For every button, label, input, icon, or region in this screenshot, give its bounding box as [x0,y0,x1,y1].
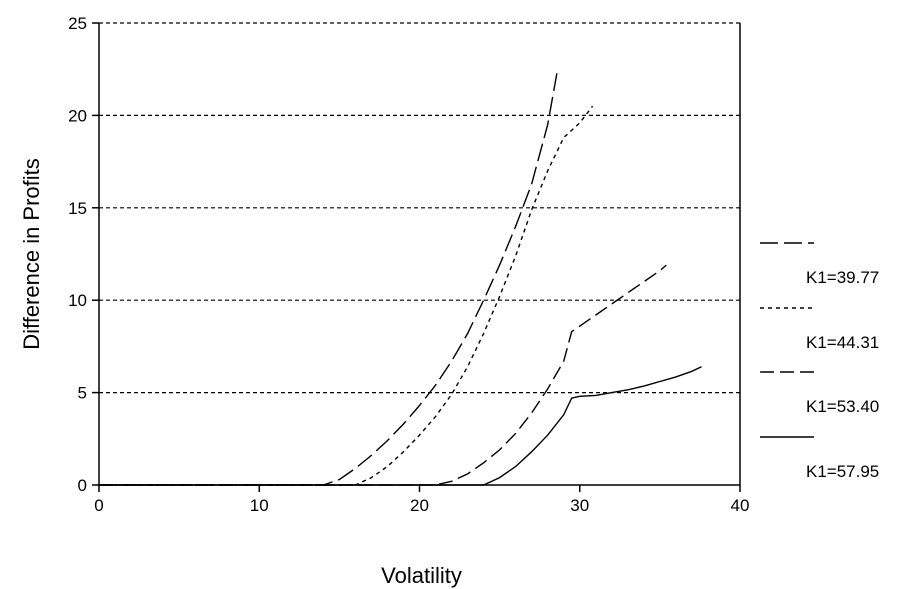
legend: K1=39.77 K1=44.31 K1=53.40 K1=57.95 [760,242,879,481]
x-axis-label: Volatility [381,563,462,588]
y-tick-label: 5 [78,384,87,403]
x-tick-label: 40 [731,496,750,515]
legend-label-4: K1=57.95 [806,462,879,481]
y-tick-label: 25 [68,14,87,33]
series-layer [99,70,702,486]
y-tick-label: 20 [68,106,87,125]
gridlines [99,22,740,394]
series-line-1 [99,70,558,486]
series-line-4 [99,366,702,486]
y-tick-label: 10 [68,291,87,310]
tick-labels: 0 5 10 15 20 25 0 10 20 30 40 [68,14,749,515]
y-tick-label: 15 [68,199,87,218]
legend-label-1: K1=39.77 [806,268,879,287]
y-axis-label: Difference in Profits [19,158,44,350]
x-tick-label: 10 [250,496,269,515]
legend-label-2: K1=44.31 [806,333,879,352]
y-tick-label: 0 [78,476,87,495]
legend-label-3: K1=53.40 [806,397,879,416]
series-line-3 [99,264,667,486]
axes [92,22,741,492]
x-tick-label: 30 [570,496,589,515]
x-tick-label: 20 [410,496,429,515]
x-tick-label: 0 [94,496,103,515]
series-line-2 [99,105,594,486]
